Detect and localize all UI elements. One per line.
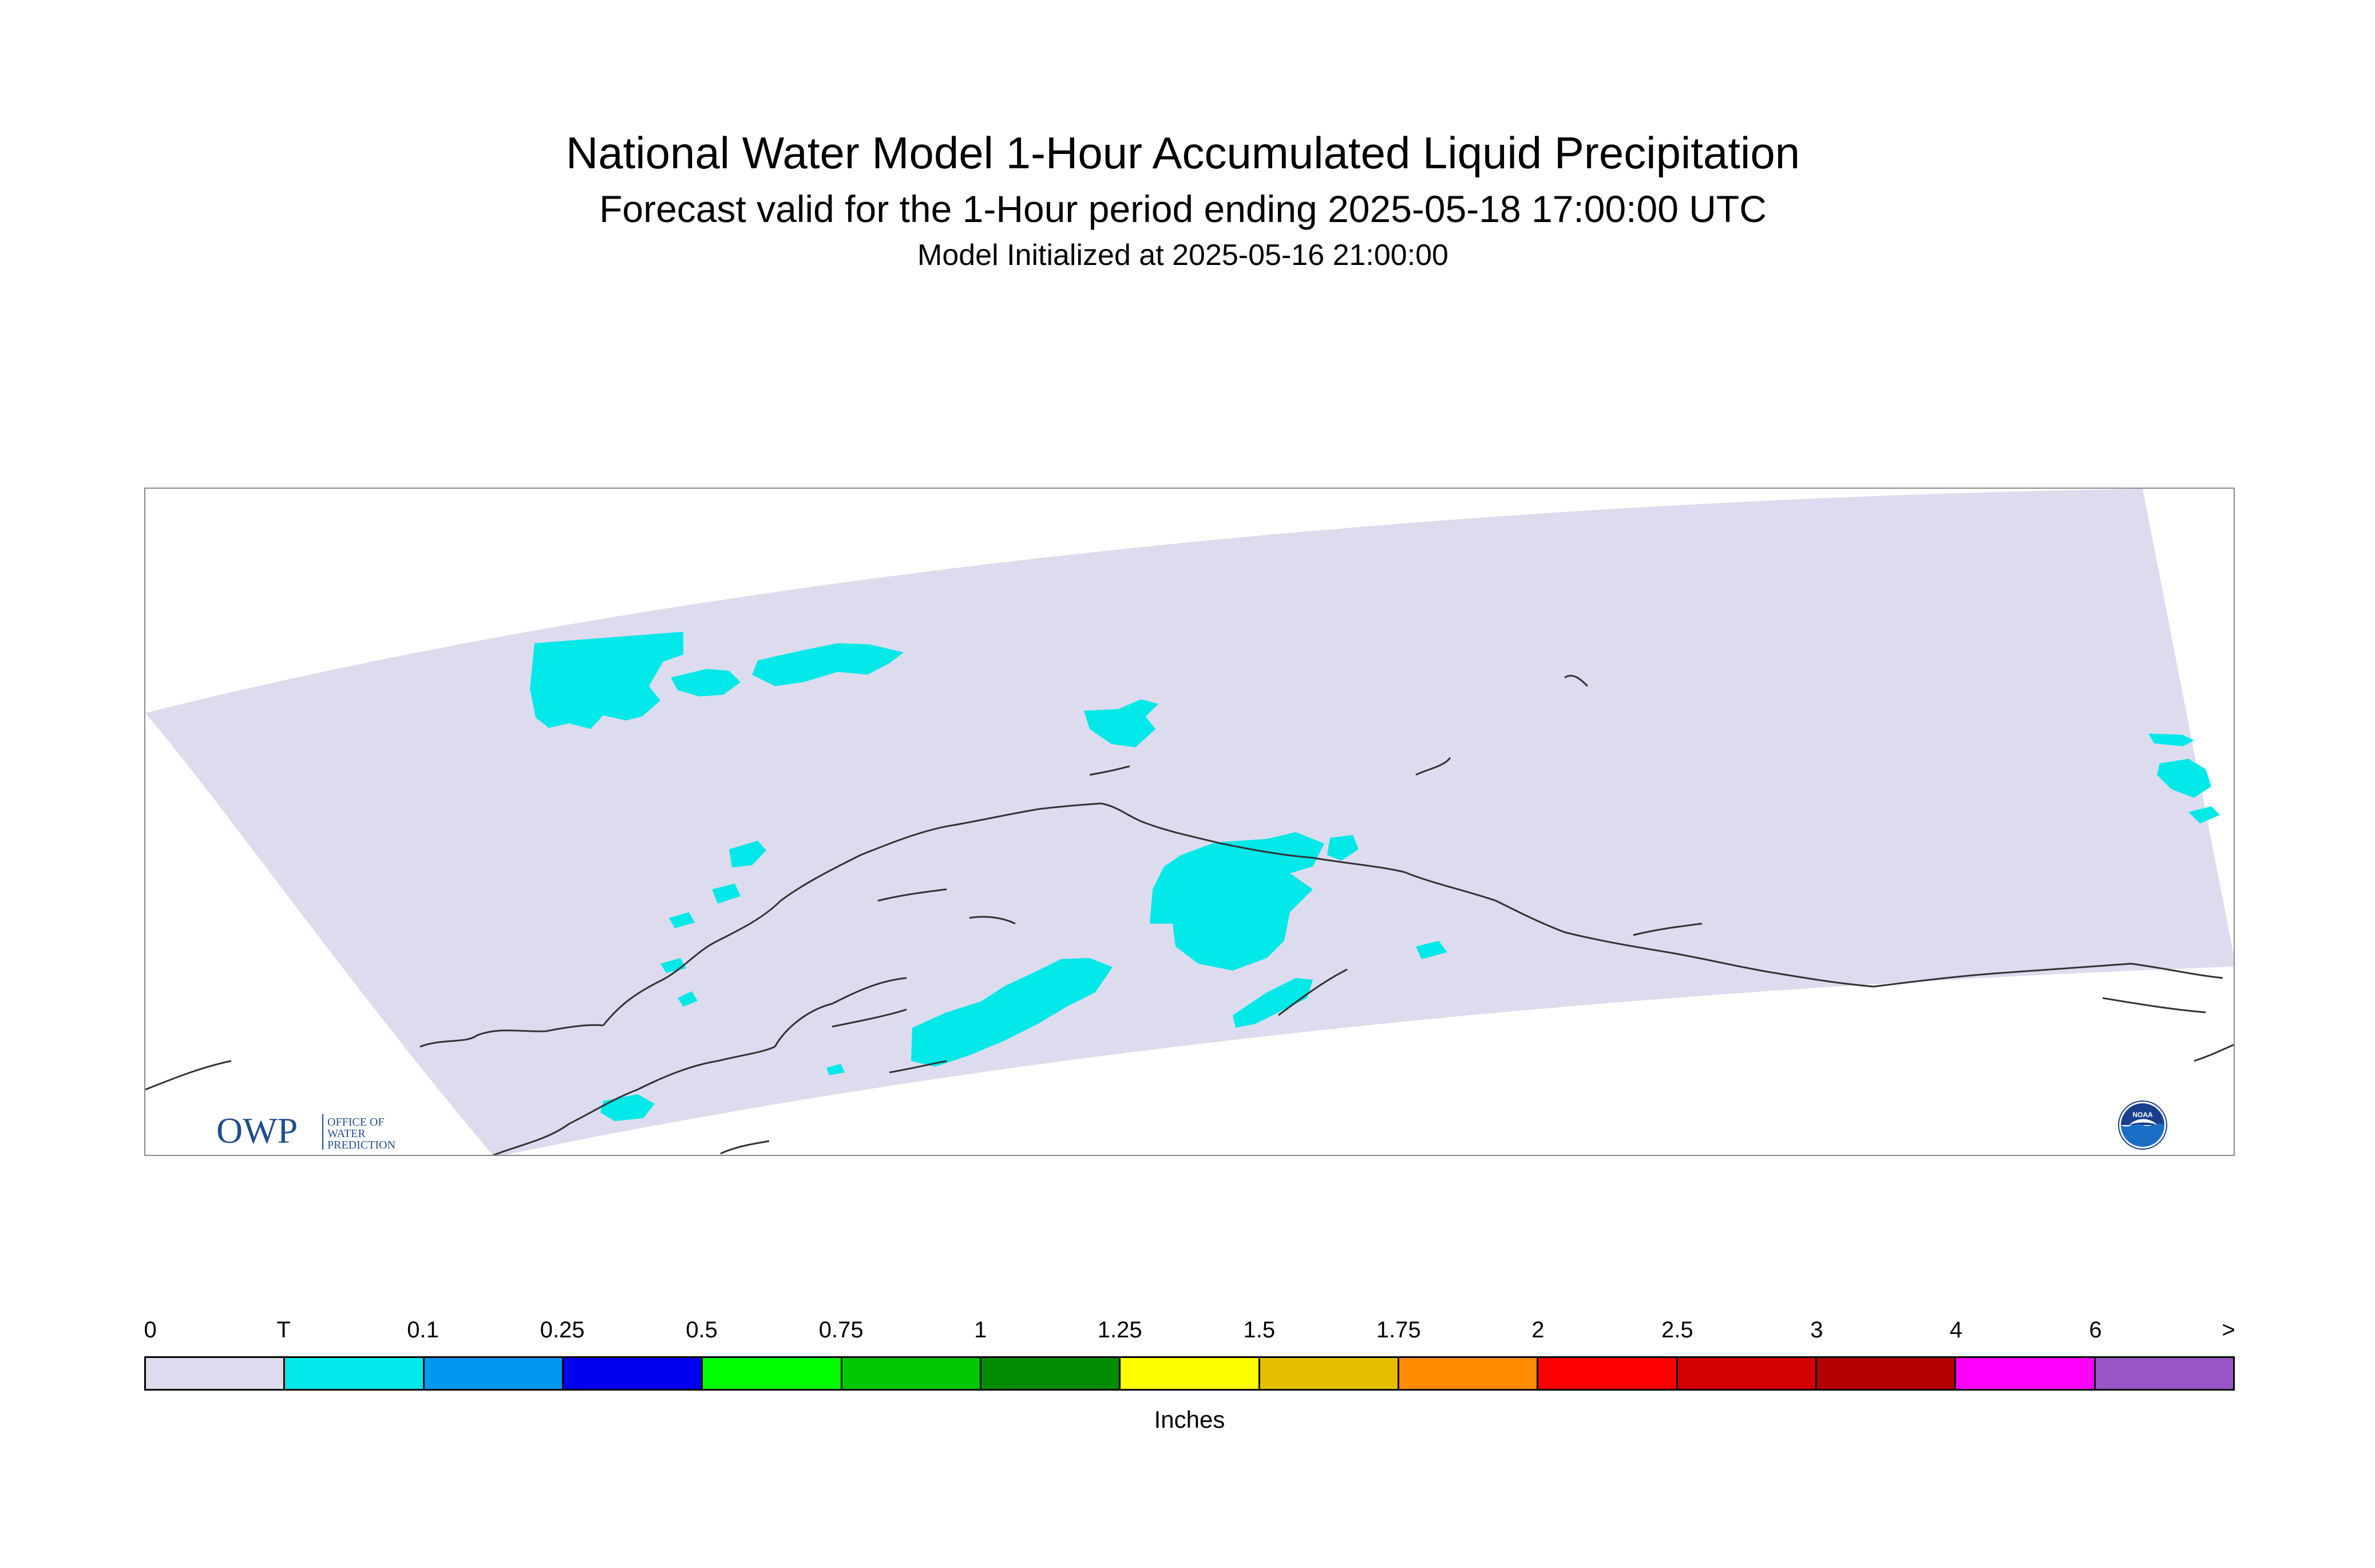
legend-tick-label: 1.5 bbox=[1243, 1317, 1276, 1343]
coastline bbox=[1633, 922, 1703, 936]
legend-tick-label: 6 bbox=[2089, 1317, 2102, 1343]
legend-tick-label: 0.1 bbox=[407, 1317, 439, 1343]
model-init-subtitle: Model Initialized at 2025-05-16 21:00:00 bbox=[917, 239, 1448, 272]
precip-patch bbox=[669, 912, 695, 928]
noaa-logo: NOAA bbox=[2117, 1100, 2168, 1150]
precip-patch bbox=[2157, 759, 2211, 798]
legend-tick-label: 0.75 bbox=[818, 1317, 864, 1343]
map-title: National Water Model 1-Hour Accumulated … bbox=[565, 128, 1800, 178]
legend-tick-label: 4 bbox=[1949, 1317, 1963, 1343]
owp-line1: OFFICE OF bbox=[327, 1116, 384, 1129]
legend-swatch bbox=[563, 1358, 703, 1389]
owp-line2: WATER bbox=[327, 1127, 366, 1140]
precip-patch bbox=[2188, 806, 2220, 823]
owp-line3: PREDICTION bbox=[327, 1139, 395, 1151]
legend-tick-label: 0.5 bbox=[686, 1317, 718, 1343]
legend-tick-label: 2 bbox=[1531, 1317, 1545, 1343]
owp-logo: OWP OFFICE OF WATER PREDICTION bbox=[216, 1107, 428, 1153]
coastline bbox=[602, 802, 1147, 1026]
legend-tick-label: > bbox=[2222, 1317, 2235, 1343]
legend-swatch bbox=[1538, 1358, 1678, 1389]
legend-labels: 0 T 0.1 0.25 0.5 0.75 1 1.25 1.5 1.75 2 2.5 3 4 6 > bbox=[144, 1316, 2235, 1351]
precipitation-map bbox=[145, 489, 2234, 1155]
coastline bbox=[2194, 1044, 2234, 1062]
coastline bbox=[969, 916, 1016, 925]
model-domain-area bbox=[145, 489, 2234, 1155]
precip-areas bbox=[530, 632, 2220, 1121]
legend-swatch bbox=[1399, 1358, 1539, 1389]
legend-units: Inches bbox=[1154, 1406, 1225, 1433]
noaa-sea bbox=[2121, 1123, 2164, 1147]
precip-patch bbox=[729, 841, 766, 868]
legend-swatch bbox=[1956, 1358, 2096, 1389]
coastline bbox=[492, 1046, 775, 1155]
legend-tick-label: 1.25 bbox=[1097, 1317, 1142, 1343]
coastline bbox=[2102, 997, 2206, 1013]
coastline bbox=[1564, 675, 1589, 687]
precip-patch bbox=[678, 991, 698, 1007]
coastline bbox=[1564, 931, 2223, 988]
legend-swatch bbox=[285, 1358, 425, 1389]
coastline bbox=[145, 1060, 232, 1091]
legend-tick-label: 0 bbox=[144, 1317, 157, 1343]
precip-patch bbox=[1416, 941, 1447, 959]
legend-tick-label: 0.25 bbox=[540, 1317, 585, 1343]
legend-swatch bbox=[1677, 1358, 1817, 1389]
coastlines bbox=[145, 675, 2234, 1155]
precipitation-legend: 0 T 0.1 0.25 0.5 0.75 1 1.25 1.5 1.75 2 2.5 3 4 6 > Inc… bbox=[144, 1316, 2235, 1442]
legend-tick-label: 1.75 bbox=[1376, 1317, 1421, 1343]
precip-patch bbox=[530, 632, 683, 729]
owp-mark: OWP bbox=[216, 1110, 298, 1151]
coastline bbox=[1278, 968, 1348, 1016]
legend-swatch bbox=[981, 1358, 1121, 1389]
owp-logo-graphic: OWP OFFICE OF WATER PREDICTION bbox=[216, 1110, 395, 1151]
legend-swatch bbox=[703, 1358, 842, 1389]
legend-tick-label: T bbox=[276, 1317, 291, 1343]
precip-patch bbox=[1084, 699, 1158, 747]
precip-patch bbox=[752, 643, 904, 686]
coastline bbox=[419, 1024, 604, 1048]
forecast-valid-subtitle: Forecast valid for the 1-Hour period end… bbox=[599, 188, 1767, 230]
noaa-logo-graphic: NOAA bbox=[2118, 1100, 2167, 1150]
legend-swatch bbox=[842, 1358, 981, 1389]
coastline bbox=[1089, 765, 1130, 776]
coastline bbox=[720, 1140, 770, 1155]
precip-patch bbox=[826, 1064, 845, 1075]
precip-patch bbox=[1150, 832, 1324, 971]
legend-swatch bbox=[146, 1358, 286, 1389]
coastline bbox=[1146, 822, 1565, 933]
precip-patch bbox=[1327, 835, 1359, 861]
coastline bbox=[1415, 757, 1451, 776]
legend-tick-label: 1 bbox=[974, 1317, 987, 1343]
legend-color-bar bbox=[144, 1356, 2235, 1391]
coastline bbox=[832, 1008, 907, 1028]
coastline bbox=[877, 888, 947, 902]
noaa-gull-icon bbox=[2129, 1119, 2158, 1125]
legend-swatch bbox=[424, 1358, 564, 1389]
legend-swatch bbox=[1121, 1358, 1260, 1389]
coastline bbox=[774, 977, 907, 1047]
precip-patch bbox=[671, 669, 741, 696]
map-panel bbox=[144, 488, 2235, 1156]
precip-patch bbox=[911, 958, 1113, 1067]
precip-patch bbox=[2148, 734, 2194, 746]
legend-swatch bbox=[1260, 1358, 1399, 1389]
legend-swatch bbox=[1816, 1358, 1957, 1389]
coastline bbox=[889, 1060, 947, 1074]
legend-swatch bbox=[2095, 1358, 2233, 1389]
noaa-sky bbox=[2121, 1103, 2164, 1125]
legend-tick-label: 2.5 bbox=[1661, 1317, 1693, 1343]
precip-patch bbox=[1233, 978, 1313, 1028]
legend-tick-label: 3 bbox=[1810, 1317, 1823, 1343]
precip-patch bbox=[712, 884, 741, 904]
noaa-text: NOAA bbox=[2132, 1111, 2153, 1119]
